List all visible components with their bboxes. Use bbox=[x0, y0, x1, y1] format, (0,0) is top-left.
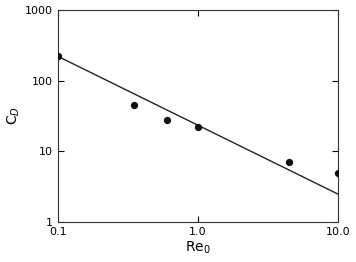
Point bbox=[164, 118, 169, 122]
Point bbox=[287, 160, 292, 165]
Point bbox=[131, 103, 137, 107]
Point bbox=[55, 54, 61, 58]
Point bbox=[195, 125, 201, 129]
X-axis label: Re$_0$: Re$_0$ bbox=[185, 240, 211, 256]
Point bbox=[335, 171, 341, 175]
Y-axis label: C$_D$: C$_D$ bbox=[6, 107, 22, 125]
